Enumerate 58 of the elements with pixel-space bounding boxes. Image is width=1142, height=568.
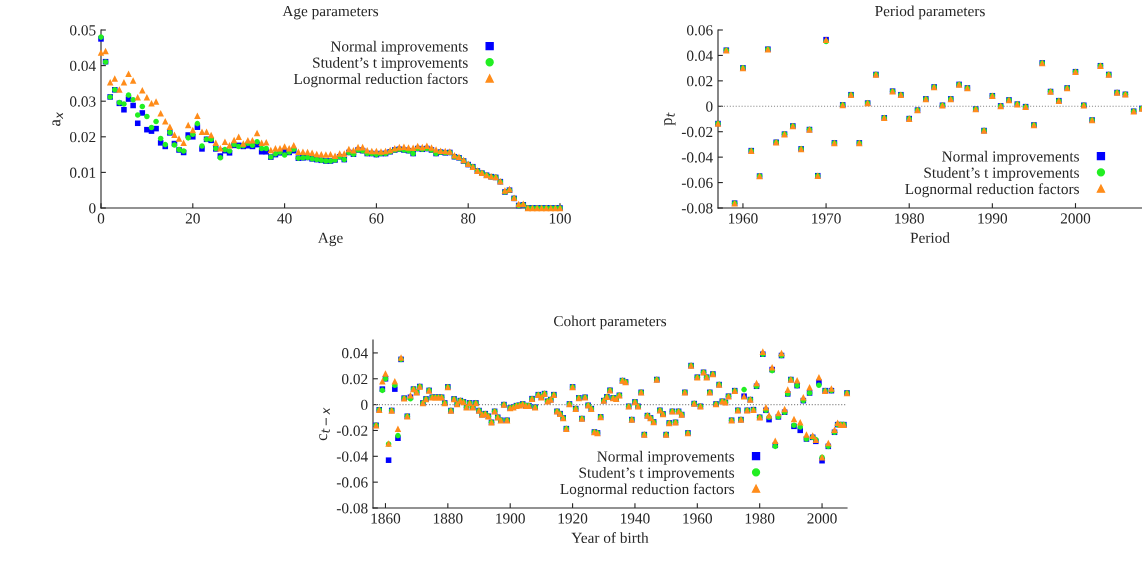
- y-tick-label: -0.06: [336, 477, 368, 488]
- x-tick-label: 1940: [621, 513, 650, 524]
- y-tick-label: -0.08: [336, 503, 368, 514]
- y-tick-label: 0.06: [686, 25, 713, 36]
- x-axis-title: Period: [910, 232, 950, 244]
- y-tick-label: 0.01: [69, 167, 96, 178]
- x-tick-label: 1860: [371, 513, 401, 524]
- legend-label: Student’s t improvements: [579, 467, 735, 481]
- y-tick-label: -0.04: [681, 152, 713, 163]
- x-tick-label: 1960: [683, 513, 713, 524]
- x-tick-label: 1990: [978, 213, 1008, 224]
- x-tick-label: 1900: [496, 513, 525, 524]
- x-tick-label: 1980: [895, 213, 924, 224]
- x-tick-label: 2000: [1060, 213, 1091, 224]
- y-tick-label: -0.06: [681, 177, 713, 189]
- y-tick-label: 0: [706, 101, 713, 112]
- x-tick-label: 20: [185, 213, 200, 224]
- y-tick-label: -0.02: [681, 126, 713, 138]
- y-tick-label: 0.04: [341, 348, 368, 359]
- x-tick-label: 80: [461, 213, 476, 224]
- y-tick-label: -0.04: [336, 451, 368, 462]
- y-axis-title: a$_{x}$: [52, 111, 64, 126]
- y-tick-label: 0.04: [69, 60, 96, 72]
- y-tick-label: -0.02: [336, 425, 368, 436]
- x-tick-label: 1880: [433, 513, 463, 524]
- y-tick-label: 0.02: [686, 76, 713, 87]
- x-tick-label: 2000: [807, 513, 837, 524]
- legend-label: Lognormal reduction factors: [293, 73, 468, 88]
- y-tick-label: 0.03: [69, 96, 96, 107]
- y-tick-label: 0: [89, 203, 96, 214]
- y-tick-label: 0: [361, 399, 368, 411]
- chart-title: Age parameters: [282, 6, 379, 20]
- x-tick-label: 100: [549, 213, 571, 224]
- y-axis-title: p$_{t}$: [664, 112, 676, 126]
- x-tick-label: 1920: [558, 513, 588, 524]
- x-tick-label: 40: [277, 213, 292, 224]
- x-tick-label: 1970: [812, 213, 841, 224]
- x-axis-title: Age: [317, 232, 343, 247]
- x-tick-label: 1960: [729, 213, 758, 224]
- y-tick-label: 0.05: [69, 25, 96, 36]
- x-tick-label: 60: [369, 213, 384, 224]
- legend-label: Student’s t improvements: [924, 167, 1079, 181]
- legend-label: Student’s t improvements: [313, 57, 468, 71]
- legend-label: Lognormal reduction factors: [560, 483, 735, 498]
- legend-label: Normal improvements: [942, 150, 1079, 165]
- chart-title: Cohort parameters: [553, 315, 667, 330]
- y-tick-label: 0.04: [686, 50, 713, 61]
- y-tick-label: 0.02: [69, 131, 96, 143]
- x-axis-title: Year of birth: [571, 532, 649, 544]
- x-tick-label: 0: [97, 213, 105, 224]
- y-axis-title: c$_{t−x}$: [319, 407, 330, 441]
- y-tick-label: -0.08: [681, 203, 713, 214]
- chart-title: Period parameters: [875, 5, 985, 20]
- legend-label: Normal improvements: [330, 40, 468, 55]
- legend-label: Normal improvements: [597, 450, 735, 465]
- legend-label: Lognormal reduction factors: [905, 183, 1079, 198]
- x-tick-label: 1980: [745, 513, 775, 524]
- y-tick-label: 0.02: [341, 373, 368, 385]
